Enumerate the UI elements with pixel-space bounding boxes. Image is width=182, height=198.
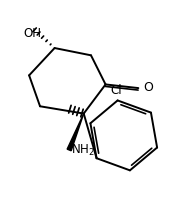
Text: OH: OH <box>24 27 42 40</box>
Text: Cl: Cl <box>110 84 122 97</box>
Polygon shape <box>67 114 84 151</box>
Text: NH$_2$: NH$_2$ <box>71 143 95 158</box>
Text: O: O <box>143 81 153 94</box>
